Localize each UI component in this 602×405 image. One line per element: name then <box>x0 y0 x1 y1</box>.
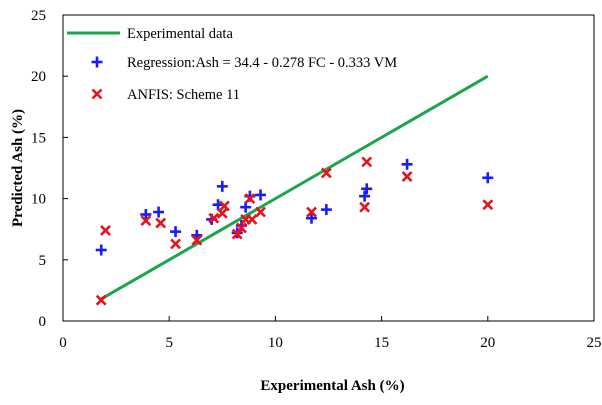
regression-point <box>255 189 267 201</box>
anfis-point <box>95 294 107 306</box>
regression-point <box>95 244 107 256</box>
anfis-point <box>216 207 228 219</box>
y-tick-label: 10 <box>31 192 46 208</box>
regression-point <box>240 201 252 213</box>
anfis-point <box>231 228 243 240</box>
axes: 0 5 10 15 20 25 0 5 10 15 20 25 <box>31 8 602 351</box>
y-axis-title: Predicted Ash (%) <box>10 109 26 227</box>
y-tick-label: 15 <box>31 130 46 146</box>
regression-point <box>170 226 182 238</box>
anfis-point <box>235 222 247 234</box>
anfis-point <box>244 193 256 205</box>
anfis-point <box>155 217 167 229</box>
legend-label: Regression:Ash = 34.4 - 0.278 FC - 0.333… <box>127 55 397 71</box>
x-axis-title: Experimental Ash (%) <box>260 378 404 394</box>
regression-point <box>482 172 494 184</box>
y-tick-label: 0 <box>39 314 47 330</box>
y-tick-label: 5 <box>39 253 47 269</box>
anfis-point <box>219 200 230 212</box>
legend: Experimental data Regression:Ash = 34.4 -… <box>67 26 397 103</box>
plot-frame <box>62 14 595 322</box>
anfis-point <box>359 201 371 213</box>
regression-point <box>216 180 228 192</box>
regression-point <box>153 206 165 218</box>
anfis-point <box>100 225 111 236</box>
anfis-point <box>361 156 373 168</box>
regression-point <box>320 204 332 216</box>
legend-swatch-plus <box>91 56 103 68</box>
regression-point <box>306 212 318 224</box>
x-tick-label: 5 <box>165 335 173 351</box>
legend-swatch-cross <box>91 88 103 100</box>
plot-area <box>95 74 494 306</box>
legend-label: Experimental data <box>127 26 233 42</box>
legend-label: ANFIS: Scheme 11 <box>127 87 240 103</box>
x-tick-label: 0 <box>59 335 67 351</box>
anfis-point <box>482 199 494 211</box>
anfis-point <box>401 171 413 182</box>
series-line-experimental <box>100 74 489 301</box>
x-tick-label: 20 <box>480 335 495 351</box>
regression-point <box>361 183 373 195</box>
regression-point <box>359 190 371 202</box>
y-tick-label: 20 <box>31 69 46 85</box>
x-tick-label: 15 <box>374 335 389 351</box>
anfis-point <box>306 206 317 218</box>
anfis-point <box>140 215 152 227</box>
regression-point <box>140 209 152 221</box>
anfis-point <box>246 213 258 225</box>
anfis-point <box>191 234 203 246</box>
anfis-point <box>170 238 181 250</box>
anfis-point <box>208 212 220 224</box>
anfis-point <box>255 206 266 218</box>
x-tick-label: 25 <box>587 335 602 351</box>
x-tick-label: 10 <box>268 335 283 351</box>
y-tick-label: 25 <box>31 8 46 24</box>
anfis-point <box>320 167 332 179</box>
regression-point <box>401 158 413 170</box>
